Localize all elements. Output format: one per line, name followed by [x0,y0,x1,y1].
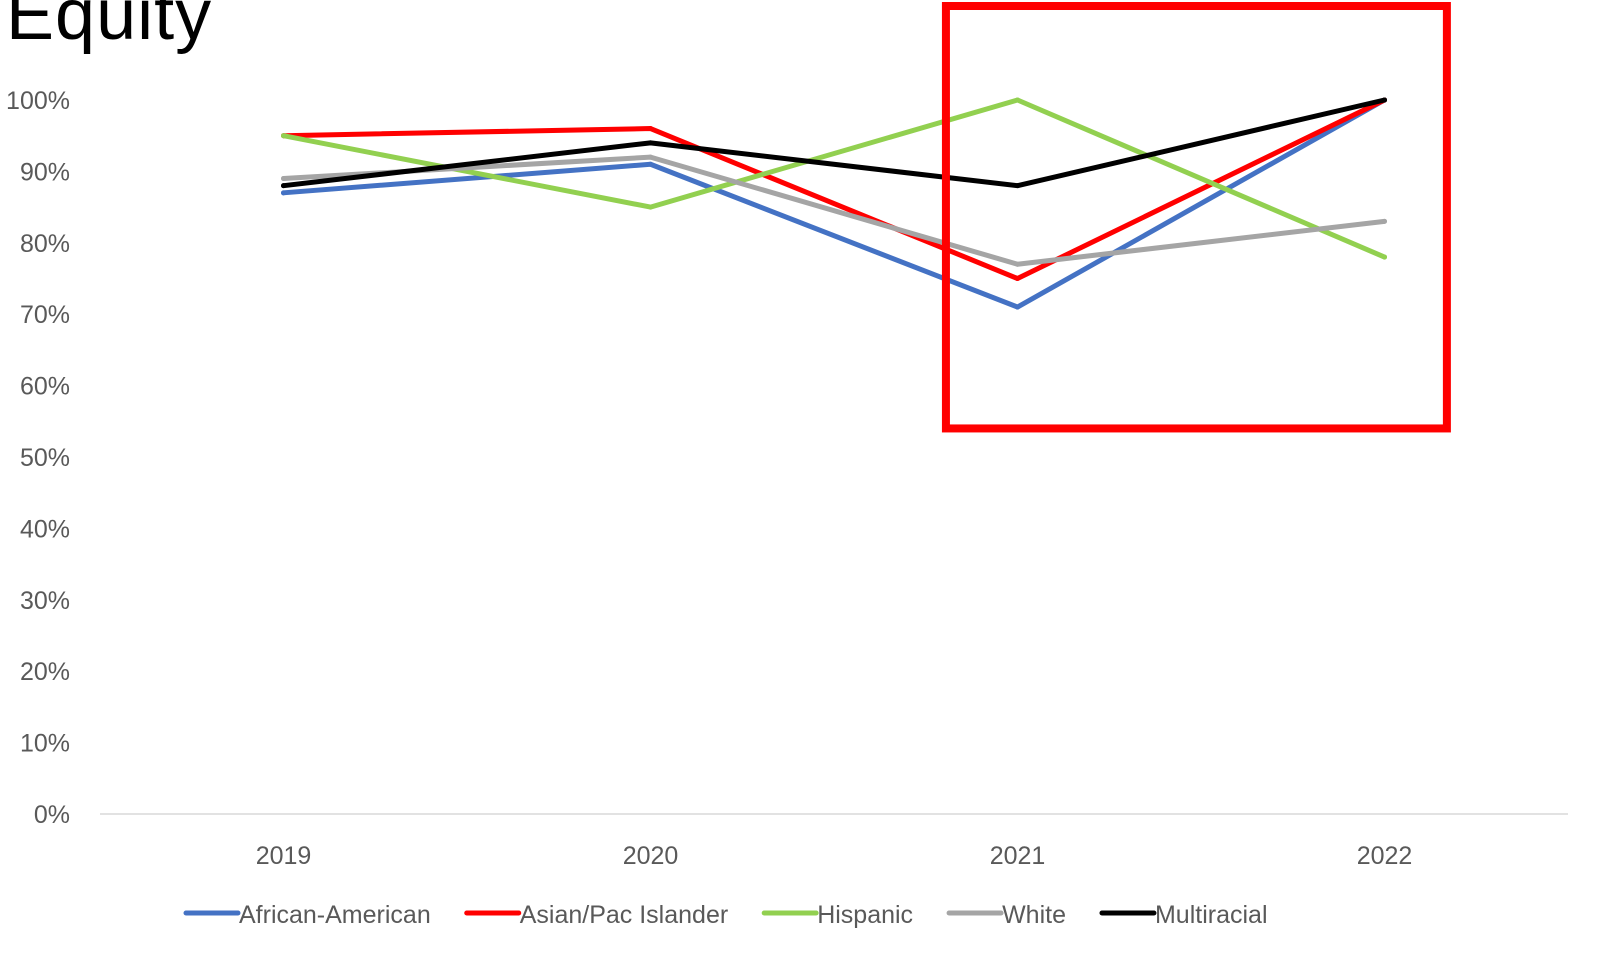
y-tick-label: 60% [20,373,70,401]
y-tick-label: 30% [20,587,70,615]
data-point [1382,254,1387,260]
y-tick-label: 90% [20,158,70,186]
data-point [1382,97,1387,103]
data-point [648,126,653,132]
y-tick-label: 40% [20,515,70,543]
series-line-2 [281,97,1387,260]
x-tick-label: 2021 [990,842,1046,870]
y-tick-label: 0% [34,801,70,829]
series-line-4 [281,97,1387,189]
y-tick-label: 70% [20,301,70,329]
data-point [1015,276,1020,281]
series-line-1 [281,97,1387,281]
legend-label: White [1002,901,1066,929]
data-point [281,183,286,189]
data-point [648,204,653,210]
series-line-3 [281,154,1387,267]
data-point [1382,218,1387,224]
y-tick-label: 20% [20,658,70,686]
data-point [648,140,653,146]
data-point [648,161,653,167]
series-line-0 [281,97,1387,310]
chart-title: Equity [6,0,213,55]
legend-label: African-American [239,901,431,929]
data-point [281,176,286,182]
y-tick-label: 80% [20,230,70,258]
highlight-box [941,2,1451,433]
legend-label: Asian/Pac Islander [520,901,728,929]
data-point [281,190,286,196]
legend-label: Multiracial [1155,901,1268,929]
y-tick-label: 50% [20,444,70,472]
data-point [1015,304,1020,310]
data-point [281,133,286,139]
data-point [648,154,653,160]
y-tick-label: 100% [6,87,70,115]
y-tick-label: 10% [20,730,70,758]
data-point [1015,183,1020,189]
x-tick-label: 2020 [623,842,679,870]
x-tick-label: 2019 [256,842,312,870]
data-point [1015,261,1020,267]
legend-label: Hispanic [817,901,913,929]
x-tick-label: 2022 [1357,842,1413,870]
data-point [1015,97,1020,103]
